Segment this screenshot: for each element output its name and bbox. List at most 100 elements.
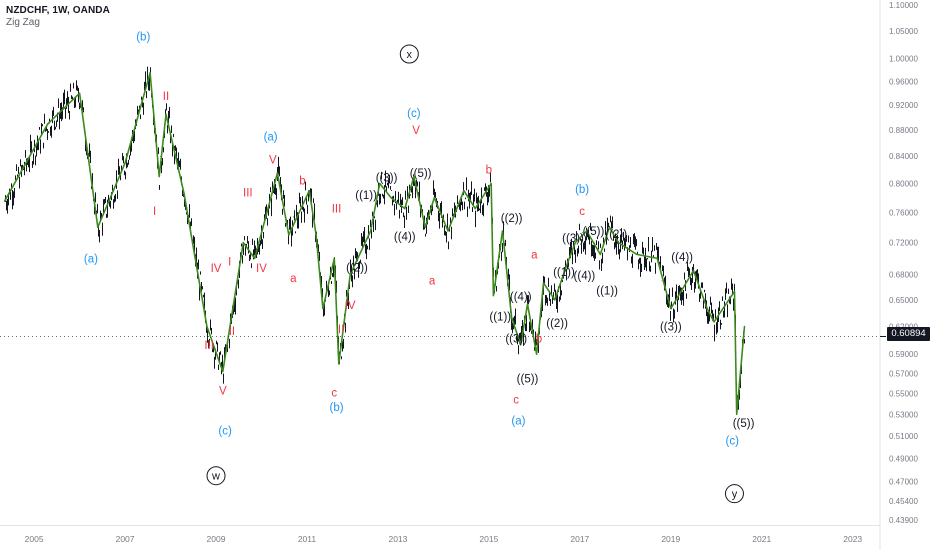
indicator-label[interactable]: Zig Zag	[6, 17, 40, 28]
zigzag-point	[308, 189, 310, 192]
zigzag-point	[565, 265, 567, 268]
last-price-tick	[880, 335, 886, 337]
wave-label: (c)	[218, 425, 232, 437]
x-tick-label: 2021	[752, 534, 771, 544]
wave-label: ((4))	[671, 252, 693, 264]
wave-label: I	[153, 206, 156, 218]
zigzag-point	[97, 226, 99, 228]
zigzag-point	[379, 182, 381, 185]
zigzag-point	[743, 325, 746, 327]
wave-label: I	[228, 257, 231, 269]
wave-label: III	[243, 188, 253, 200]
wave-label: ((1))	[355, 190, 377, 202]
zigzag-point	[149, 72, 151, 74]
wave-label: (c)	[407, 108, 421, 120]
wave-label: V	[219, 385, 227, 397]
zigzag-point	[183, 193, 185, 195]
wave-label: ((4))	[574, 270, 596, 282]
y-tick-label: 1.10000	[889, 1, 918, 10]
wave-label: c	[579, 206, 585, 218]
y-tick-label: 0.53000	[889, 410, 918, 419]
wave-label: (b)	[575, 184, 589, 196]
wave-label: ((3))	[660, 321, 682, 333]
zigzag-point	[692, 269, 695, 272]
symbol-title[interactable]: NZDCHF, 1W, OANDA	[6, 5, 110, 16]
zigzag-point	[733, 290, 736, 292]
zigzag-point	[206, 325, 208, 327]
wave-label: (a)	[264, 132, 278, 144]
zigzag-point	[608, 226, 611, 228]
y-tick-label: 0.45400	[889, 497, 918, 506]
zigzag-point	[254, 257, 256, 259]
wave-label: III	[204, 340, 214, 352]
zigzag-point	[433, 197, 435, 199]
wave-label: ((3))	[562, 233, 584, 245]
y-tick-label: 0.49000	[889, 454, 918, 463]
y-tick-label: 0.72000	[889, 239, 918, 248]
wave-label: ((4))	[394, 231, 416, 243]
zigzag-point	[526, 303, 529, 305]
wave-label: (b)	[330, 402, 344, 414]
zigzag-point	[390, 197, 392, 199]
wave-label: b	[299, 176, 305, 188]
y-tick-label: 0.88000	[889, 126, 918, 135]
price-bars	[5, 66, 745, 410]
zigzag-point	[554, 299, 556, 301]
zigzag-point	[574, 241, 576, 244]
zigzag-point	[656, 257, 658, 259]
wave-label: ((2))	[346, 262, 368, 274]
zigzag-point	[736, 413, 738, 415]
wave-label: V	[412, 125, 420, 137]
wave-label: (a)	[84, 253, 98, 265]
wave-label: c	[331, 388, 337, 400]
zigzag-point	[276, 172, 279, 174]
zigzag-point	[474, 208, 476, 210]
zigzag-point	[490, 182, 492, 185]
zigzag-point	[586, 230, 588, 232]
wave-label: IV	[256, 263, 267, 275]
zigzag-point	[511, 316, 513, 319]
x-tick-label: 2007	[116, 534, 135, 544]
x-tick-label: 2005	[25, 534, 44, 544]
wave-label: (a)	[511, 416, 525, 428]
y-tick-label: 0.57000	[889, 370, 918, 379]
wave-label: x	[407, 49, 413, 61]
zigzag-point	[520, 344, 522, 346]
y-tick-label: 0.55000	[889, 390, 918, 399]
wave-label: ((1))	[596, 286, 618, 298]
zigzag-point	[165, 113, 167, 116]
wave-label: ((5))	[517, 373, 539, 385]
wave-label: ((4))	[510, 291, 532, 303]
y-tick-label: 0.65000	[889, 296, 918, 305]
x-tick-label: 2013	[388, 534, 407, 544]
zigzag-point	[370, 230, 372, 232]
x-tick-label: 2019	[661, 534, 680, 544]
x-tick-label: 2011	[298, 534, 317, 544]
zigzag-point	[322, 308, 324, 310]
y-tick-label: 0.76000	[889, 208, 918, 217]
zigzag-point	[463, 189, 465, 192]
y-tick-label: 1.05000	[889, 27, 918, 36]
zigzag-point	[78, 92, 81, 94]
zigzag-point	[670, 308, 672, 310]
zigzag-point	[315, 234, 317, 236]
zigzag-point	[713, 321, 715, 323]
zigzag-point	[158, 175, 160, 178]
wave-label: V	[269, 155, 277, 167]
y-tick-label: 0.84000	[889, 152, 918, 161]
zigzag-point	[404, 208, 406, 210]
wave-label: ((5))	[583, 226, 605, 238]
wave-label: b	[486, 165, 492, 177]
wave-label: III	[332, 204, 342, 216]
wave-label: y	[732, 489, 738, 501]
zigzag-point	[222, 370, 224, 373]
wave-label: ((5))	[733, 418, 755, 430]
wave-label: w	[211, 471, 220, 483]
wave-label: IV	[345, 300, 356, 312]
x-tick-label: 2015	[479, 534, 498, 544]
zigzag-point	[413, 175, 415, 178]
y-tick-label: 0.96000	[889, 77, 918, 86]
wave-label: II	[229, 326, 235, 338]
